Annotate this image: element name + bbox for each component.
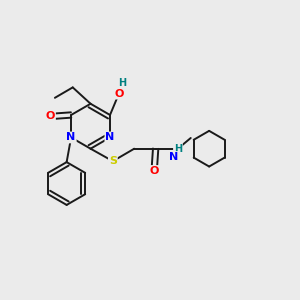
Text: N: N [105,133,115,142]
Text: N: N [67,133,76,142]
Text: O: O [149,166,159,176]
Text: H: H [118,78,126,88]
Text: O: O [46,112,55,122]
Text: S: S [109,156,117,166]
Text: N: N [169,152,179,162]
Text: O: O [114,88,124,99]
Text: H: H [174,144,182,154]
